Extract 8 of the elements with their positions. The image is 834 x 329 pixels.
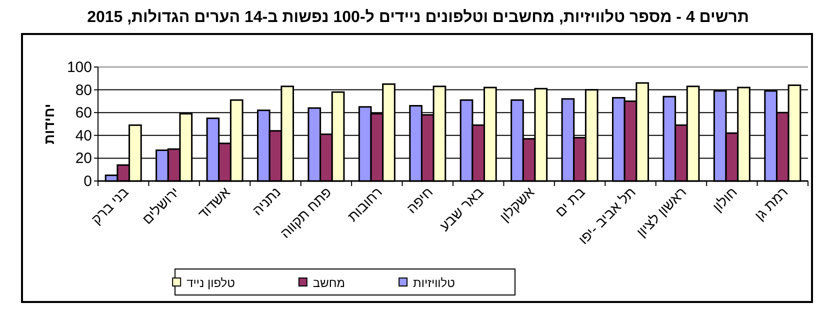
y-tick-label: 0 xyxy=(84,173,92,190)
y-tick-label: 20 xyxy=(75,150,92,168)
y-tick-label: 100 xyxy=(66,59,92,76)
y-tick-label: 40 xyxy=(75,127,92,144)
chart-title: תרשים 4 - מספר טלוויזיות, מחשבים וטלפונים ניידים ל-100 נפשות ב-14 הערים הגדולות, 2015 xyxy=(87,8,749,26)
y-axis-title: יחידות xyxy=(41,104,57,144)
y-tick-label: 60 xyxy=(75,104,92,122)
y-tick-label: 80 xyxy=(75,82,92,99)
